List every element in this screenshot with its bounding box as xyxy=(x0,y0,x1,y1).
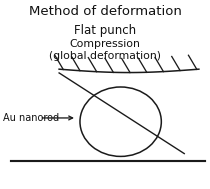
Text: Au nanorod: Au nanorod xyxy=(3,113,59,123)
Text: Compression
(global deformation): Compression (global deformation) xyxy=(49,39,161,61)
Text: Flat punch: Flat punch xyxy=(74,24,136,37)
Text: Method of deformation: Method of deformation xyxy=(29,5,181,18)
